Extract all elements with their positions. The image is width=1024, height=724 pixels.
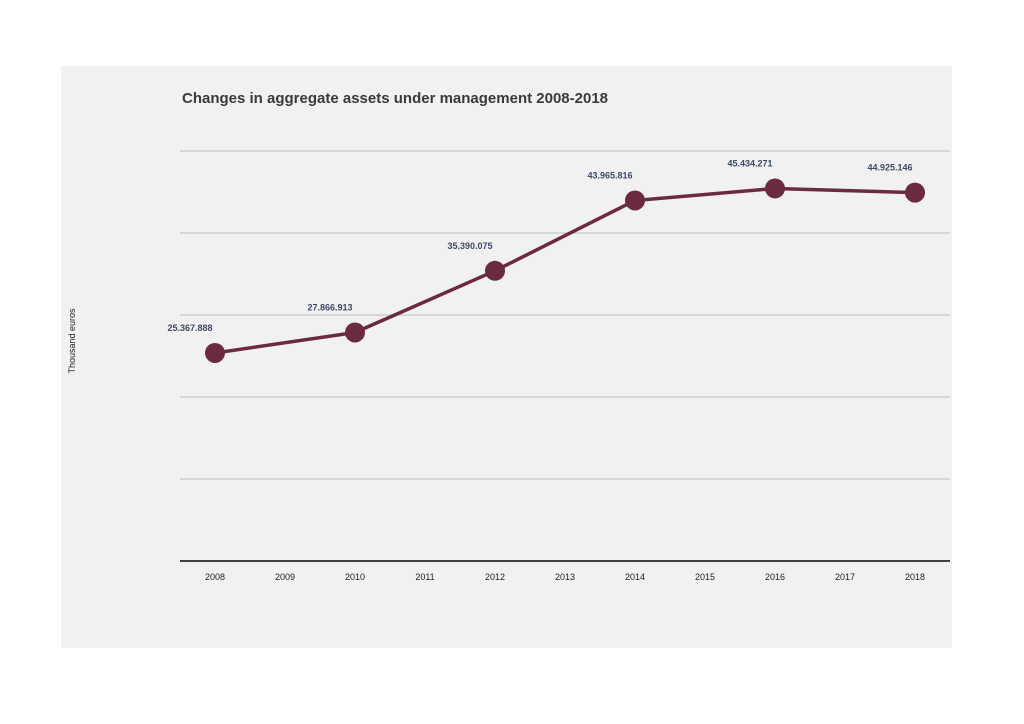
data-point-marker (905, 182, 925, 203)
data-point-marker (345, 322, 365, 343)
x-tick-label: 2011 (415, 572, 434, 582)
data-label: 27.866.913 (307, 302, 352, 312)
data-point-marker (625, 190, 645, 211)
x-tick-label: 2014 (625, 572, 645, 582)
x-tick-label: 2013 (555, 572, 575, 582)
x-tick-label: 2017 (835, 572, 855, 582)
x-tick-label: 2008 (205, 572, 225, 582)
data-point-marker (485, 260, 505, 281)
data-label: 43.965.816 (587, 170, 632, 180)
data-label: 44.925.146 (867, 163, 912, 173)
chart-title: Changes in aggregate assets under manage… (182, 90, 609, 107)
data-point-marker (205, 342, 225, 363)
data-point-marker (765, 178, 785, 199)
x-tick-label: 2010 (345, 572, 365, 582)
data-label: 35.390.075 (447, 241, 492, 251)
x-tick-label: 2009 (275, 572, 295, 582)
x-tick-label: 2016 (765, 572, 785, 582)
series-line (214, 186, 916, 355)
x-tick-label: 2012 (485, 572, 505, 582)
x-tick-label: 2018 (905, 572, 925, 582)
x-tick-label: 2015 (695, 572, 715, 582)
data-label: 45.434.271 (727, 158, 772, 168)
data-label: 25.367.888 (167, 323, 212, 333)
